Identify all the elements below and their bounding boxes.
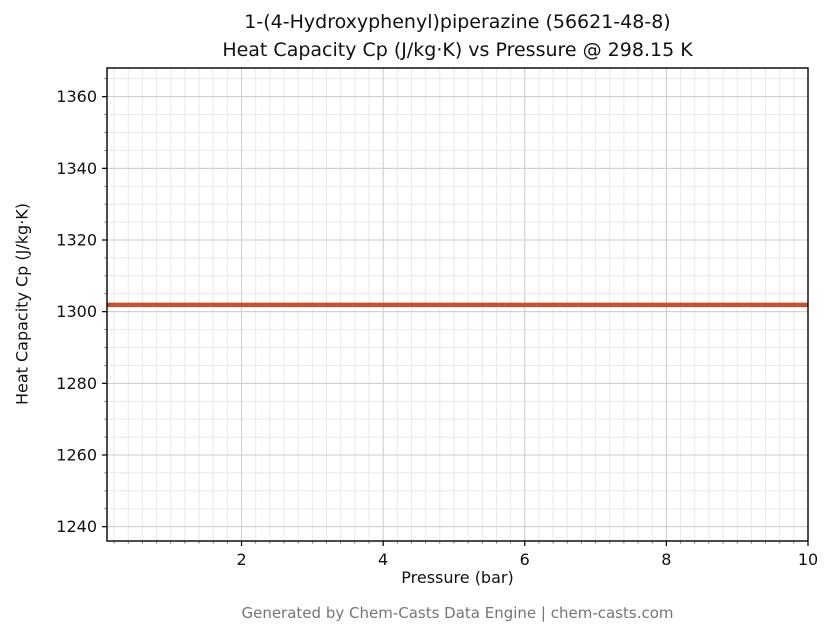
y-axis-label: Heat Capacity Cp (J/kg·K) (12, 202, 32, 406)
y-tick-label: 1340 (56, 159, 97, 178)
y-tick-label: 1260 (56, 446, 97, 465)
axes-spines (106, 67, 809, 542)
x-tick-label: 8 (661, 550, 671, 569)
x-tick-label: 10 (798, 550, 818, 569)
footer-credit: Generated by Chem-Casts Data Engine | ch… (241, 604, 674, 622)
chart-subtitle: Heat Capacity Cp (J/kg·K) vs Pressure @ … (222, 39, 693, 61)
y-tick-label: 1240 (56, 517, 97, 536)
y-tick-labels: 1240 1260 1280 1300 1320 1340 1360 (56, 87, 97, 536)
chart-title: 1-(4-Hydroxyphenyl)piperazine (56621-48-… (244, 11, 671, 33)
x-tick-labels: 2 4 6 8 10 (236, 550, 818, 569)
x-tick-label: 6 (520, 550, 530, 569)
y-tick-label: 1300 (56, 302, 97, 321)
y-tick-label: 1360 (56, 87, 97, 106)
x-axis-label: Pressure (bar) (401, 568, 514, 587)
axis-ticks (102, 78, 809, 546)
y-tick-label: 1280 (56, 374, 97, 393)
x-tick-label: 2 (236, 550, 246, 569)
y-tick-label: 1320 (56, 231, 97, 250)
x-tick-label: 4 (378, 550, 388, 569)
